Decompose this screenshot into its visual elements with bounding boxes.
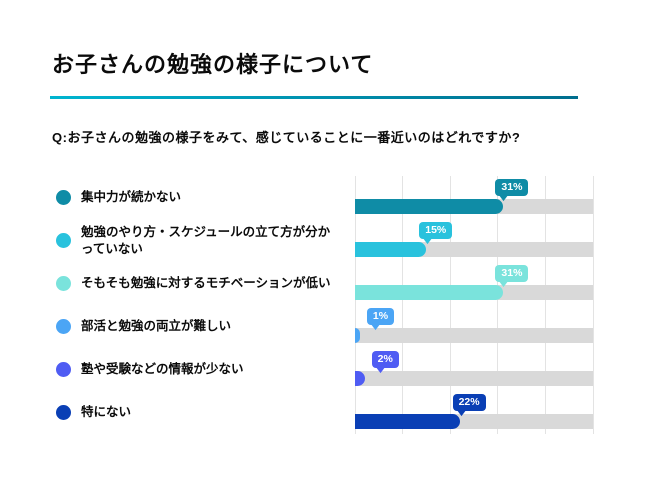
gridline [497,176,499,434]
bar [355,242,427,257]
bar-row: 15% [355,219,593,262]
gridline [592,176,594,434]
value-callout: 31% [495,179,529,196]
bar-track [355,328,593,343]
bar-row: 22% [355,391,593,434]
legend-item: 特にない [50,391,350,434]
legend-label: そもそも勉強に対するモチベーションが低い [81,276,331,291]
value-label: 1% [372,310,389,322]
value-label: 31% [501,267,523,279]
gridline [354,176,356,434]
gridline [544,176,546,434]
chart-legend: 集中力が続かない 勉強のやり方・スケジュールの立て方が分かっていない そもそも勉… [50,176,350,434]
value-callout: 1% [366,308,395,325]
legend-label: 集中力が続かない [81,190,182,205]
legend-label: 特にない [81,405,132,420]
legend-dot-icon [56,405,71,420]
value-callout: 2% [371,351,399,368]
legend-dot-icon [56,276,71,291]
value-label: 31% [501,181,523,193]
legend-item: 集中力が続かない [50,176,350,219]
chart-plot-area: 31% 15% 31% 1% 2% [354,176,594,434]
legend-label: 塾や受験などの情報が少ない [81,362,244,377]
bar-row: 2% [355,348,593,391]
legend-item: 塾や受験などの情報が少ない [50,348,350,391]
value-callout: 31% [495,265,529,282]
legend-label: 勉強のやり方・スケジュールの立て方が分かっていない [81,225,331,256]
legend-item: 勉強のやり方・スケジュールの立て方が分かっていない [50,219,350,262]
legend-dot-icon [56,319,71,334]
legend-label: 部活と勉強の両立が難しい [81,319,232,334]
survey-question: Q:お子さんの勉強の様子をみて、感じていることに一番近いのはどれですか? [52,130,521,145]
bar-chart: 集中力が続かない 勉強のやり方・スケジュールの立て方が分かっていない そもそも勉… [50,176,594,434]
gridline [449,176,451,434]
legend-dot-icon [56,362,71,377]
bar [355,199,503,214]
bar-track [355,371,593,386]
bar-row: 1% [355,305,593,348]
gridline [402,176,404,434]
title-rule [50,96,578,99]
bar [355,328,360,343]
bar [355,414,460,429]
value-label: 2% [377,353,393,365]
legend-item: 部活と勉強の両立が難しい [50,305,350,348]
legend-dot-icon [56,190,71,205]
value-callout: 22% [452,394,486,411]
value-label: 15% [425,224,447,236]
chart-grid [354,176,594,434]
page-title: お子さんの勉強の様子について [52,52,374,77]
bar [355,371,365,386]
value-label: 22% [458,396,480,408]
bar [355,285,503,300]
legend-dot-icon [56,233,71,248]
legend-item: そもそも勉強に対するモチベーションが低い [50,262,350,305]
bar-row: 31% [355,176,593,219]
value-callout: 15% [419,222,453,239]
bar-row: 31% [355,262,593,305]
